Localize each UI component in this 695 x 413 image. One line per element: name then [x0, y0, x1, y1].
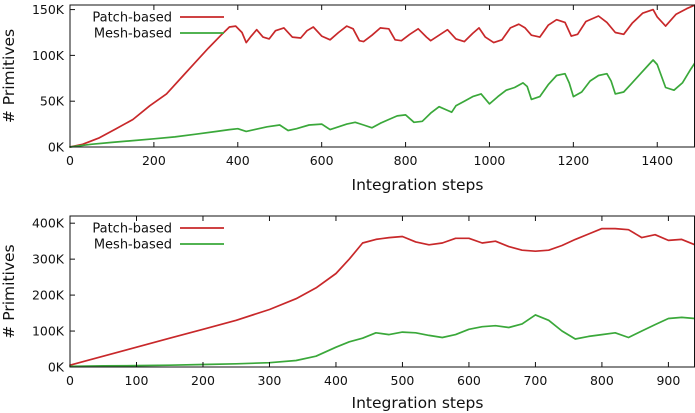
y-axis-title: # Primitives — [0, 29, 18, 123]
y-tick-label: 200K — [32, 288, 65, 303]
legend-label-patch-based: Patch-based — [92, 11, 172, 26]
x-axis-title: Integration steps — [352, 394, 484, 412]
legend-label-mesh-based: Mesh-based — [94, 27, 172, 42]
x-tick-label: 400 — [324, 373, 348, 388]
series-line-patch-based — [69, 227, 695, 367]
x-tick-label: 500 — [391, 373, 415, 388]
y-tick-label: 0K — [48, 360, 65, 375]
x-tick-label: 0 — [66, 373, 74, 388]
x-tick-label: 600 — [310, 153, 334, 168]
y-tick-label: 150K — [32, 2, 65, 17]
y-tick-label: 0K — [48, 140, 65, 155]
top-chart: 0 200 400 600 800 1000 1200 1400 0K 50K 100K 150K In… — [0, 2, 695, 194]
x-tick-label: 100 — [125, 373, 149, 388]
x-tick-label: 400 — [226, 153, 250, 168]
series-line-patch-based — [69, 4, 695, 148]
x-tick-label: 0 — [66, 153, 74, 168]
x-tick-label: 1200 — [557, 153, 589, 168]
x-tick-label: 600 — [457, 373, 481, 388]
bottom-chart: 0 100 200 300 400 500 600 700 800 900 0K 100K 200K 30… — [0, 215, 695, 412]
x-tick-label: 800 — [590, 373, 614, 388]
x-tick-label: 300 — [258, 373, 282, 388]
x-tick-label: 200 — [142, 153, 166, 168]
y-axis-title: # Primitives — [0, 244, 18, 338]
y-tick-label: 100K — [32, 48, 65, 63]
y-tick-label: 400K — [32, 216, 65, 231]
y-tick-label: 50K — [40, 94, 65, 109]
x-tick-label: 700 — [523, 373, 547, 388]
legend-label-patch-based: Patch-based — [92, 222, 172, 237]
x-tick-label: 900 — [656, 373, 680, 388]
x-tick-label: 200 — [191, 373, 215, 388]
y-tick-label: 300K — [32, 252, 65, 267]
series-line-mesh-based — [69, 59, 695, 148]
x-tick-label: 1000 — [474, 153, 506, 168]
x-tick-label: 800 — [394, 153, 418, 168]
x-tick-label: 1400 — [641, 153, 673, 168]
legend-label-mesh-based: Mesh-based — [94, 238, 172, 253]
y-tick-label: 100K — [32, 324, 65, 339]
x-axis-title: Integration steps — [352, 176, 484, 194]
